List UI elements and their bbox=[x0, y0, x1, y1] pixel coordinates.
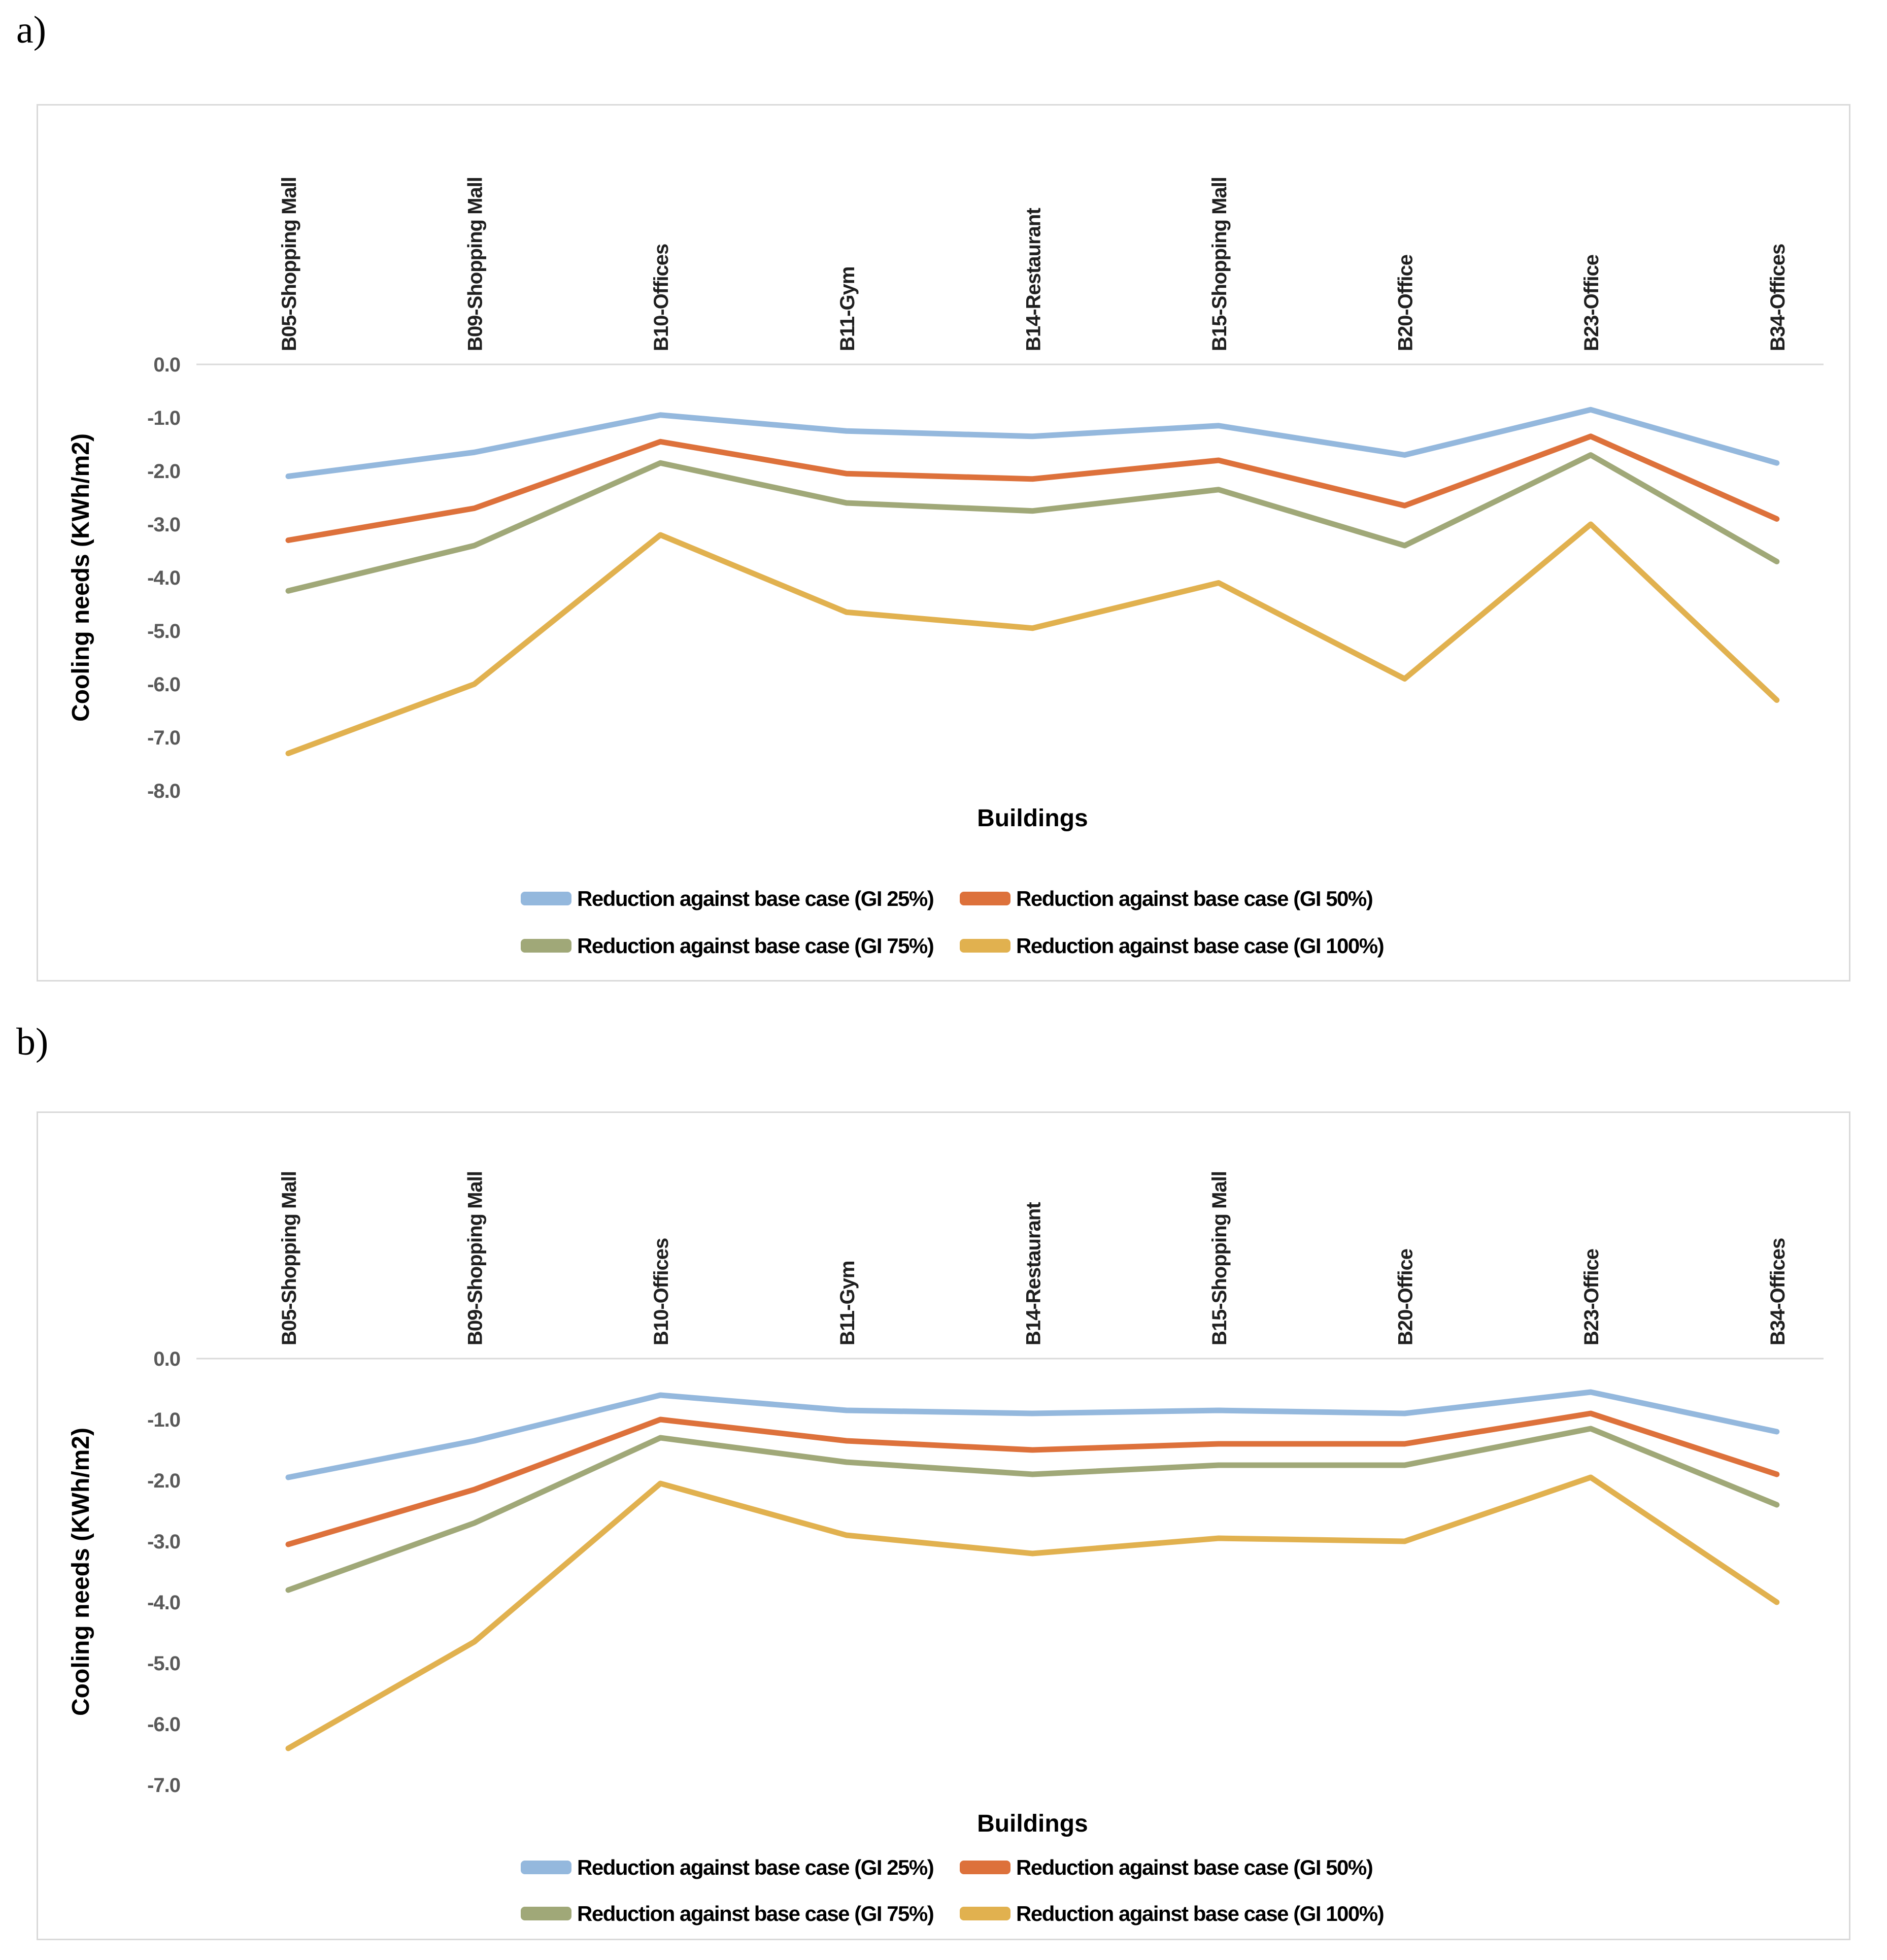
legend-swatch bbox=[960, 892, 1010, 905]
category-label: B14-Restaurant bbox=[1022, 208, 1044, 351]
series-line bbox=[285, 1474, 1780, 1751]
series-line bbox=[285, 1410, 1780, 1547]
y-tick-label: -1.0 bbox=[147, 1409, 180, 1431]
legend-swatch bbox=[960, 1907, 1010, 1920]
category-label: B20-Office bbox=[1395, 1249, 1417, 1345]
category-label: B34-Offices bbox=[1767, 1238, 1789, 1345]
y-tick-label: -6.0 bbox=[147, 1713, 180, 1736]
y-tick-label: -5.0 bbox=[147, 620, 180, 643]
y-tick-label: -4.0 bbox=[147, 1592, 180, 1614]
y-tick-label: 0.0 bbox=[153, 1348, 180, 1370]
category-label: B09-Shopping Mall bbox=[464, 1171, 487, 1345]
category-label: B14-Restaurant bbox=[1022, 1202, 1044, 1345]
line-chart-a: 0.0 -1.0 -2.0 -3.0 -4.0 -5.0 -6.0 -7.0 -8.0 B05-S… bbox=[68, 177, 1824, 958]
category-label: B15-Shopping Mall bbox=[1208, 1171, 1231, 1345]
y-tick-label: -7.0 bbox=[147, 1774, 180, 1797]
y-tick-label: -6.0 bbox=[147, 673, 180, 696]
category-label: B05-Shopping Mall bbox=[278, 1171, 300, 1345]
y-tick-label: -7.0 bbox=[147, 727, 180, 749]
legend-label: Reduction against base case (GI 50%) bbox=[1016, 887, 1372, 910]
y-tick-label: -4.0 bbox=[147, 567, 180, 589]
category-label: B05-Shopping Mall bbox=[278, 177, 300, 351]
legend-label: Reduction against base case (GI 50%) bbox=[1016, 1855, 1372, 1879]
category-label: B09-Shopping Mall bbox=[464, 177, 487, 351]
chart-panel-a: 0.0 -1.0 -2.0 -3.0 -4.0 -5.0 -6.0 -7.0 -8.0 B05-S… bbox=[37, 104, 1850, 982]
legend-label: Reduction against base case (GI 75%) bbox=[577, 934, 933, 958]
legend-label: Reduction against base case (GI 75%) bbox=[577, 1902, 933, 1925]
y-tick-label: -2.0 bbox=[147, 460, 180, 483]
series-line bbox=[285, 407, 1780, 479]
y-tick-label: 0.0 bbox=[153, 354, 180, 376]
category-label: B20-Office bbox=[1395, 255, 1417, 351]
legend-label: Reduction against base case (GI 100%) bbox=[1016, 934, 1384, 958]
x-axis-title: Buildings bbox=[977, 1810, 1088, 1837]
legend-label: Reduction against base case (GI 100%) bbox=[1016, 1902, 1384, 1925]
line-chart-b: 0.0 -1.0 -2.0 -3.0 -4.0 -5.0 -6.0 -7.0 B05-Shopp… bbox=[68, 1171, 1824, 1925]
series-line bbox=[285, 452, 1780, 594]
y-tick-label: -3.0 bbox=[147, 1531, 180, 1553]
legend-swatch bbox=[521, 1907, 571, 1920]
category-label: B11-Gym bbox=[836, 267, 859, 351]
series-line bbox=[285, 433, 1780, 543]
category-label: B15-Shopping Mall bbox=[1208, 177, 1231, 351]
y-tick-label: -1.0 bbox=[147, 407, 180, 429]
series-line bbox=[285, 1426, 1780, 1593]
panel-a-label: a) bbox=[16, 9, 47, 51]
category-label: B10-Offices bbox=[650, 244, 672, 351]
x-axis-title: Buildings bbox=[977, 805, 1088, 832]
y-tick-label: -8.0 bbox=[147, 780, 180, 802]
legend-swatch bbox=[521, 939, 571, 953]
legend-swatch bbox=[521, 892, 571, 905]
category-label: B11-Gym bbox=[836, 1261, 859, 1345]
series-line bbox=[285, 521, 1780, 756]
category-label: B10-Offices bbox=[650, 1238, 672, 1345]
legend-swatch bbox=[960, 1861, 1010, 1874]
legend-label: Reduction against base case (GI 25%) bbox=[577, 887, 933, 910]
y-axis-title: Cooling needs (KWh/m2) bbox=[68, 1428, 94, 1716]
y-tick-label: -2.0 bbox=[147, 1470, 180, 1492]
y-tick-label: -3.0 bbox=[147, 514, 180, 536]
chart-panel-b: 0.0 -1.0 -2.0 -3.0 -4.0 -5.0 -6.0 -7.0 B05-Shopp… bbox=[37, 1111, 1850, 1940]
legend-swatch bbox=[521, 1861, 571, 1874]
y-axis-title: Cooling needs (KWh/m2) bbox=[68, 433, 94, 722]
series-line bbox=[285, 1389, 1780, 1480]
category-label: B23-Office bbox=[1580, 1249, 1603, 1345]
y-tick-label: -5.0 bbox=[147, 1652, 180, 1675]
legend-label: Reduction against base case (GI 25%) bbox=[577, 1855, 933, 1879]
category-label: B23-Office bbox=[1580, 255, 1603, 351]
category-label: B34-Offices bbox=[1767, 244, 1789, 351]
legend-swatch bbox=[960, 939, 1010, 953]
panel-b-label: b) bbox=[16, 1021, 49, 1063]
